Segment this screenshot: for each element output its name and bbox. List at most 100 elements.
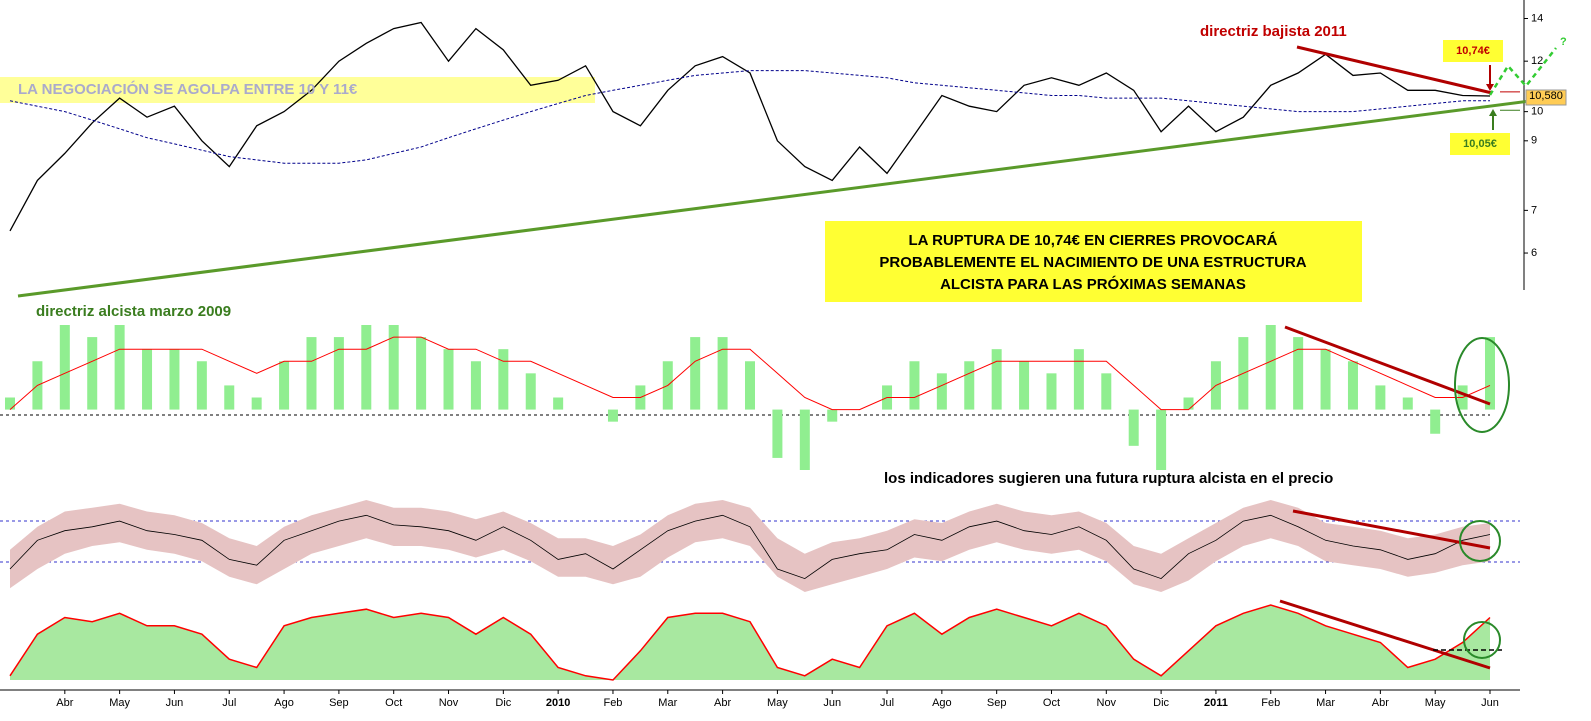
note-box [825, 221, 1362, 302]
histogram-bar [114, 325, 125, 410]
band [10, 500, 1490, 592]
histogram-bar [196, 361, 207, 410]
x-tick-label: Dic [495, 697, 511, 709]
x-tick-label: Mar [658, 697, 677, 709]
histogram-bar [772, 409, 783, 458]
histogram-bar [1347, 361, 1358, 410]
y-tick-label: 7 [1531, 204, 1537, 216]
indicator-trendline [1284, 325, 1491, 406]
x-tick-label: May [1425, 697, 1446, 709]
y-tick-label: 6 [1531, 247, 1537, 259]
histogram-bar [964, 361, 975, 410]
histogram-bar [470, 361, 481, 410]
histogram-bar [251, 397, 262, 410]
volume-zone [0, 77, 595, 103]
x-tick-label: May [767, 697, 788, 709]
arrow-head [1486, 84, 1494, 91]
x-tick-label: Nov [439, 697, 459, 709]
x-tick-label: Jun [1481, 697, 1499, 709]
annotation: PROBABLEMENTE EL NACIMIENTO DE UNA ESTRU… [879, 254, 1306, 271]
x-tick-label: Oct [1043, 697, 1060, 709]
x-tick-label: Dic [1153, 697, 1169, 709]
resistance-trendline [1296, 45, 1493, 95]
histogram-bar [909, 361, 920, 410]
histogram-bar [169, 349, 180, 410]
x-tick-label: Mar [1316, 697, 1335, 709]
histogram-bar [306, 337, 317, 410]
histogram-bar [690, 337, 701, 410]
x-tick-label: Jun [166, 697, 184, 709]
y-tick-label: 9 [1531, 135, 1537, 147]
histogram-bar [1183, 397, 1194, 410]
y-tick-label: 12 [1531, 55, 1543, 67]
x-tick-label: Oct [385, 697, 402, 709]
x-tick-label: Sep [329, 697, 349, 709]
annotation: ALCISTA PARA LAS PRÓXIMAS SEMANAS [940, 275, 1246, 293]
histogram-bar [1101, 373, 1112, 410]
x-tick-label: Ago [932, 697, 952, 709]
histogram-bar [388, 325, 399, 410]
x-tick-label: Ago [274, 697, 294, 709]
histogram-bar [498, 349, 509, 410]
histogram-bar [936, 373, 947, 410]
x-tick-label: 2011 [1204, 697, 1228, 709]
annotation: directriz alcista marzo 2009 [36, 303, 231, 320]
x-tick-label: Abr [714, 697, 731, 709]
area-fill [10, 605, 1490, 680]
histogram-bar [717, 337, 728, 410]
highlight [1454, 337, 1510, 433]
support-trendline [17, 99, 1531, 298]
histogram-bar [333, 337, 344, 410]
histogram-bar [59, 325, 70, 410]
x-tick-label: Jul [880, 697, 894, 709]
x-tick-label: Jun [823, 697, 841, 709]
indicator-trendline [1292, 509, 1491, 550]
annotation: LA RUPTURA DE 10,74€ EN CIERRES PROVOCAR… [909, 232, 1278, 249]
question-mark: ? [1560, 36, 1567, 48]
histogram-bar [1402, 397, 1413, 410]
histogram-bar [745, 361, 755, 410]
histogram-bar [1293, 337, 1304, 410]
annotation: directriz bajista 2011 [1200, 23, 1347, 40]
annotation-label: 10,05€ [1463, 138, 1497, 150]
label-box [1525, 89, 1567, 106]
histogram-bar [1265, 325, 1276, 410]
histogram-bar [607, 409, 618, 422]
histogram-bar [553, 397, 564, 410]
x-tick-label: Feb [603, 697, 622, 709]
annotation: los indicadores sugieren una futura rupt… [884, 470, 1333, 487]
histogram-bar [1046, 373, 1057, 410]
histogram-bar [1019, 361, 1030, 410]
histogram-bar [279, 361, 290, 410]
histogram-bar [443, 349, 454, 410]
x-tick-label: Feb [1261, 697, 1280, 709]
y-tick-label: 14 [1531, 12, 1543, 24]
annotation-label: 10,74€ [1456, 45, 1490, 57]
highlight [1463, 621, 1501, 659]
arrow-head [1489, 109, 1497, 116]
histogram-bar [1485, 337, 1495, 410]
annotation: LA NEGOCIACIÓN SE AGOLPA ENTRE 10 Y 11€ [18, 80, 358, 98]
histogram-bar [87, 337, 98, 410]
histogram-bar [224, 385, 235, 410]
histogram-bar [142, 349, 153, 410]
highlight [1459, 520, 1501, 562]
histogram-bar [361, 325, 372, 410]
x-tick-label: Sep [987, 697, 1007, 709]
histogram-bar [1073, 349, 1084, 410]
histogram-bar [1128, 409, 1139, 446]
indicator-trendline [1279, 599, 1491, 670]
label-box [1443, 40, 1503, 62]
histogram-bar [5, 397, 15, 410]
oscillator-line [9, 604, 1491, 681]
last-price-label: 10,580 [1529, 90, 1563, 102]
x-tick-label: 2010 [546, 697, 570, 709]
histogram-bar [1375, 385, 1386, 410]
x-tick-label: May [109, 697, 130, 709]
histogram-bar [1320, 349, 1331, 410]
label-box [1450, 133, 1510, 155]
x-tick-label: Abr [56, 697, 73, 709]
histogram-bar [827, 409, 838, 422]
x-tick-label: Jul [222, 697, 236, 709]
